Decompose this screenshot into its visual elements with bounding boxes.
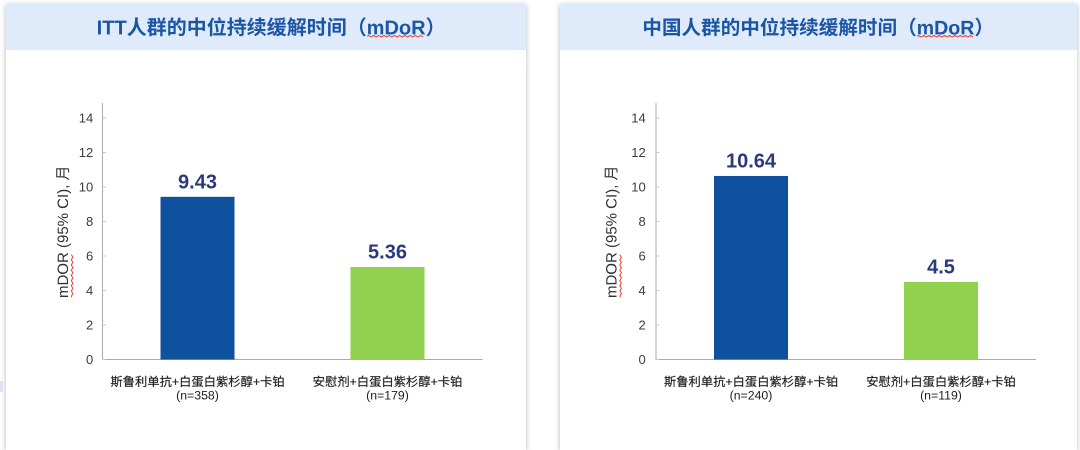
svg-text:5.36: 5.36 <box>368 242 407 264</box>
svg-text:(n=179): (n=179) <box>366 389 409 403</box>
svg-text:4: 4 <box>86 283 93 298</box>
svg-text:4: 4 <box>638 283 645 298</box>
svg-text:12: 12 <box>79 145 93 160</box>
svg-text:6: 6 <box>86 249 93 264</box>
svg-text:(n=119): (n=119) <box>920 389 962 403</box>
svg-text:14: 14 <box>79 111 93 126</box>
svg-text:0: 0 <box>638 352 645 367</box>
svg-text:10.64: 10.64 <box>726 151 777 173</box>
svg-text:0: 0 <box>86 352 93 367</box>
svg-text:12: 12 <box>631 145 645 160</box>
svg-text:6: 6 <box>638 249 645 264</box>
svg-text:(n=240): (n=240) <box>730 389 773 403</box>
svg-text:10: 10 <box>631 180 645 195</box>
svg-text:4.5: 4.5 <box>927 257 955 279</box>
svg-text:9.43: 9.43 <box>178 172 217 194</box>
svg-text:2: 2 <box>86 318 93 333</box>
svg-text:10: 10 <box>79 180 93 195</box>
svg-text:8: 8 <box>638 214 645 229</box>
svg-text:14: 14 <box>631 111 645 126</box>
svg-text:(n=358): (n=358) <box>176 389 219 403</box>
svg-text:2: 2 <box>638 318 645 333</box>
svg-text:8: 8 <box>86 214 93 229</box>
